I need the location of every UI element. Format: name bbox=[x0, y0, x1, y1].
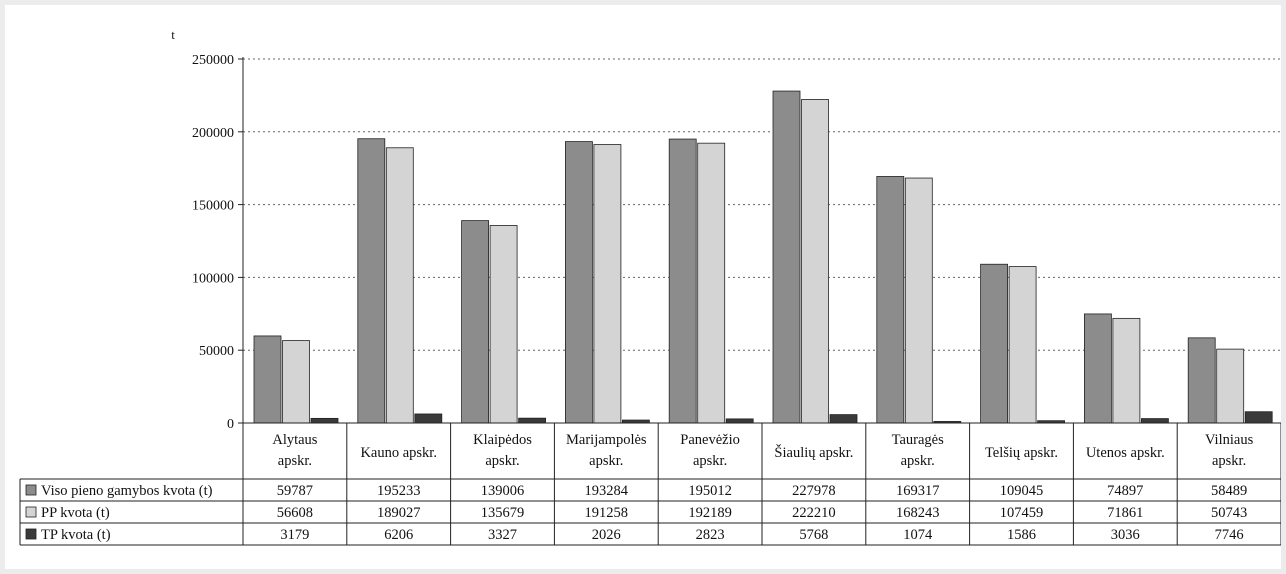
table-value-s0-c1: 195233 bbox=[377, 483, 421, 499]
table-value-s0-c6: 169317 bbox=[896, 483, 940, 499]
bar-s1-c2 bbox=[489, 225, 518, 424]
table-value-s2-c5: 5768 bbox=[799, 527, 828, 543]
table-value-s2-c7: 1586 bbox=[1007, 527, 1036, 543]
table-value-s0-c7: 109045 bbox=[1000, 483, 1044, 499]
y-tick-label-3: 150000 bbox=[192, 199, 234, 214]
legend-label-1: PP kvota (t) bbox=[41, 505, 110, 521]
bar-s0-c8 bbox=[1084, 313, 1112, 424]
table-value-s1-c8: 71861 bbox=[1107, 505, 1143, 521]
bar-s2-c2 bbox=[518, 417, 546, 424]
bar-s0-c6 bbox=[876, 176, 905, 424]
y-tick-label-1: 50000 bbox=[199, 344, 234, 359]
bar-s0-c9 bbox=[1187, 337, 1216, 424]
table-value-s1-c5: 222210 bbox=[792, 505, 836, 521]
bar-s0-c5 bbox=[772, 90, 801, 424]
category-label-2-line-1: apskr. bbox=[485, 453, 519, 469]
table-value-s2-c4: 2823 bbox=[696, 527, 725, 543]
category-label-0-line-1: apskr. bbox=[278, 453, 312, 469]
bar-s2-c8 bbox=[1141, 418, 1169, 424]
table-value-s1-c6: 168243 bbox=[896, 505, 940, 521]
bar-s1-c9 bbox=[1216, 348, 1245, 424]
bar-s0-c2 bbox=[461, 220, 490, 424]
table-value-s0-c5: 227978 bbox=[792, 483, 836, 499]
table-value-s0-c9: 58489 bbox=[1211, 483, 1247, 499]
category-label-4-line-0: Panevėžio bbox=[680, 432, 740, 448]
table-value-s1-c7: 107459 bbox=[1000, 505, 1044, 521]
table-value-s1-c2: 135679 bbox=[481, 505, 525, 521]
bar-s2-c4 bbox=[725, 418, 754, 424]
y-tick-label-2: 100000 bbox=[192, 271, 234, 286]
y-tick-label-4: 200000 bbox=[192, 126, 234, 141]
table-value-s2-c0: 3179 bbox=[280, 527, 309, 543]
table-value-s1-c0: 56608 bbox=[277, 505, 313, 521]
table-value-s2-c8: 3036 bbox=[1111, 527, 1140, 543]
category-label-3-line-0: Marijampolės bbox=[566, 432, 647, 448]
legend-label-2: TP kvota (t) bbox=[41, 527, 111, 543]
table-value-s2-c6: 1074 bbox=[903, 527, 933, 543]
chart-frame: 0 50000 100000 150000 200000 250000 t Alytaus ap… bbox=[5, 5, 1281, 569]
table-value-s0-c8: 74897 bbox=[1107, 483, 1143, 499]
bar-s1-c4 bbox=[697, 142, 726, 424]
bar-s0-c4 bbox=[668, 138, 697, 424]
table-value-s1-c3: 191258 bbox=[585, 505, 629, 521]
table-value-s2-c9: 7746 bbox=[1215, 527, 1244, 543]
bar-s1-c5 bbox=[801, 99, 829, 424]
category-label-9-line-1: apskr. bbox=[1212, 453, 1246, 469]
category-label-6-line-0: Tauragės bbox=[892, 432, 944, 448]
bar-s1-c7 bbox=[1008, 266, 1037, 424]
bar-s1-c8 bbox=[1112, 317, 1141, 424]
table-value-s1-c4: 192189 bbox=[688, 505, 732, 521]
category-label-7: Telšių apskr. bbox=[985, 445, 1058, 461]
table-value-s2-c3: 2026 bbox=[592, 527, 621, 543]
bar-s2-c0 bbox=[310, 417, 339, 424]
category-label-4-line-1: apskr. bbox=[693, 453, 727, 469]
category-label-8: Utenos apskr. bbox=[1086, 445, 1165, 461]
bar-s2-c5 bbox=[829, 414, 858, 424]
table-value-s0-c2: 139006 bbox=[481, 483, 525, 499]
y-tick-label-5: 250000 bbox=[192, 53, 234, 68]
category-label-2-line-0: Klaipėdos bbox=[473, 432, 532, 448]
bar-s0-c7 bbox=[980, 263, 1008, 424]
bar-s1-c3 bbox=[593, 144, 622, 424]
bar-s1-c6 bbox=[904, 177, 933, 424]
y-tick-label-0: 0 bbox=[227, 417, 234, 432]
table-value-s0-c3: 193284 bbox=[585, 483, 629, 499]
bar-s2-c9 bbox=[1244, 411, 1273, 424]
bar-s0-c1 bbox=[357, 138, 386, 424]
table-value-s0-c4: 195012 bbox=[688, 483, 732, 499]
table-value-s2-c1: 6206 bbox=[384, 527, 413, 543]
bar-s2-c1 bbox=[414, 413, 443, 424]
category-label-6-line-1: apskr. bbox=[901, 453, 935, 469]
table-value-s1-c9: 50743 bbox=[1211, 505, 1247, 521]
bar-s1-c0 bbox=[282, 340, 310, 424]
table-value-s1-c1: 189027 bbox=[377, 505, 421, 521]
category-label-9-line-0: Vilniaus bbox=[1205, 432, 1254, 448]
bar-s1-c1 bbox=[385, 147, 414, 424]
bar-chart: 0 50000 100000 150000 200000 250000 t Alytaus ap… bbox=[19, 27, 1281, 546]
category-label-1: Kauno apskr. bbox=[360, 445, 437, 461]
category-label-5: Šiaulių apskr. bbox=[774, 444, 853, 461]
category-label-3-line-1: apskr. bbox=[589, 453, 623, 469]
bar-s0-c3 bbox=[565, 141, 593, 424]
legend-label-0: Viso pieno gamybos kvota (t) bbox=[41, 483, 213, 499]
y-axis-unit: t bbox=[171, 27, 175, 42]
category-label-0-line-0: Alytaus bbox=[272, 432, 317, 448]
legend-swatch-0 bbox=[25, 484, 37, 496]
bar-s0-c0 bbox=[253, 335, 282, 424]
legend-swatch-1 bbox=[25, 506, 37, 518]
table-value-s0-c0: 59787 bbox=[277, 483, 313, 499]
legend-swatch-2 bbox=[25, 528, 37, 540]
table-value-s2-c2: 3327 bbox=[488, 527, 517, 543]
